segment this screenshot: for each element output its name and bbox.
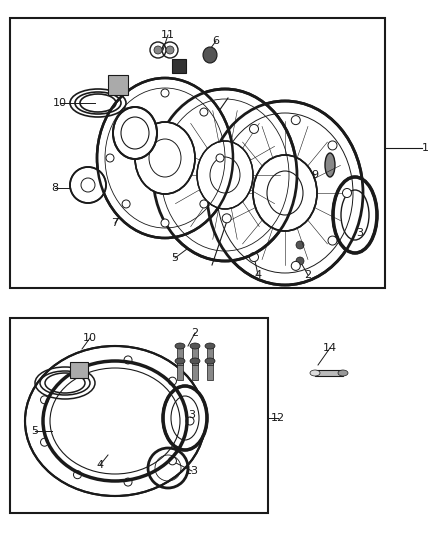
Text: 5: 5	[172, 253, 179, 263]
Circle shape	[161, 219, 169, 227]
Circle shape	[124, 356, 132, 364]
Text: 6: 6	[212, 36, 219, 46]
Ellipse shape	[113, 107, 157, 159]
Text: 10: 10	[83, 333, 97, 343]
Text: 8: 8	[51, 183, 59, 193]
Circle shape	[122, 108, 130, 116]
Text: 14: 14	[323, 343, 337, 353]
Bar	[177, 347, 183, 365]
Ellipse shape	[175, 358, 185, 364]
Circle shape	[222, 214, 231, 223]
Bar	[192, 347, 198, 365]
Ellipse shape	[166, 46, 174, 54]
Ellipse shape	[197, 141, 253, 209]
Ellipse shape	[207, 101, 363, 285]
Circle shape	[328, 141, 337, 150]
Circle shape	[328, 236, 337, 245]
Ellipse shape	[190, 343, 200, 349]
Ellipse shape	[135, 122, 195, 194]
Circle shape	[106, 154, 114, 162]
Text: 2: 2	[191, 328, 198, 338]
Circle shape	[296, 241, 304, 249]
Circle shape	[222, 163, 231, 172]
Ellipse shape	[203, 47, 217, 63]
Ellipse shape	[338, 370, 348, 376]
Text: 2: 2	[304, 270, 311, 280]
Text: 5: 5	[32, 426, 39, 436]
Ellipse shape	[341, 190, 369, 240]
Circle shape	[161, 89, 169, 97]
Circle shape	[291, 116, 300, 125]
Ellipse shape	[325, 153, 335, 177]
Circle shape	[124, 478, 132, 486]
Ellipse shape	[253, 155, 317, 231]
Circle shape	[343, 189, 352, 198]
Bar	[108, 75, 128, 95]
Bar	[10, 18, 385, 288]
Circle shape	[200, 108, 208, 116]
Ellipse shape	[310, 370, 320, 376]
Ellipse shape	[153, 89, 297, 261]
Bar	[207, 347, 213, 365]
Text: 10: 10	[53, 98, 67, 108]
Text: 4: 4	[254, 270, 261, 280]
Text: 9: 9	[311, 170, 318, 180]
Circle shape	[74, 364, 81, 372]
Bar	[315, 370, 343, 376]
Circle shape	[291, 261, 300, 270]
Ellipse shape	[333, 177, 377, 253]
Text: 13: 13	[185, 466, 199, 476]
Bar	[192, 362, 198, 380]
Ellipse shape	[163, 386, 207, 450]
Ellipse shape	[25, 346, 205, 496]
Circle shape	[250, 253, 258, 262]
Ellipse shape	[190, 358, 200, 364]
Ellipse shape	[205, 343, 215, 349]
Bar	[177, 362, 183, 380]
Ellipse shape	[97, 78, 233, 238]
Bar	[207, 362, 213, 380]
Circle shape	[250, 124, 258, 133]
Text: 3: 3	[357, 228, 364, 238]
Circle shape	[41, 438, 49, 446]
Ellipse shape	[70, 167, 106, 203]
Text: 1: 1	[421, 143, 428, 153]
Ellipse shape	[154, 46, 162, 54]
Circle shape	[186, 417, 194, 425]
Circle shape	[296, 257, 304, 265]
Circle shape	[216, 154, 224, 162]
Circle shape	[169, 457, 177, 465]
Ellipse shape	[205, 358, 215, 364]
Circle shape	[169, 377, 177, 385]
Text: 12: 12	[271, 413, 285, 423]
Text: 4: 4	[96, 460, 103, 470]
Text: 11: 11	[161, 30, 175, 40]
Text: 7: 7	[111, 218, 119, 228]
Text: 3: 3	[188, 410, 195, 420]
Bar	[10, 318, 268, 513]
Circle shape	[200, 200, 208, 208]
Bar	[70, 362, 88, 378]
Circle shape	[41, 396, 49, 404]
Ellipse shape	[175, 343, 185, 349]
Circle shape	[122, 200, 130, 208]
Bar	[172, 59, 186, 73]
Circle shape	[74, 471, 81, 479]
